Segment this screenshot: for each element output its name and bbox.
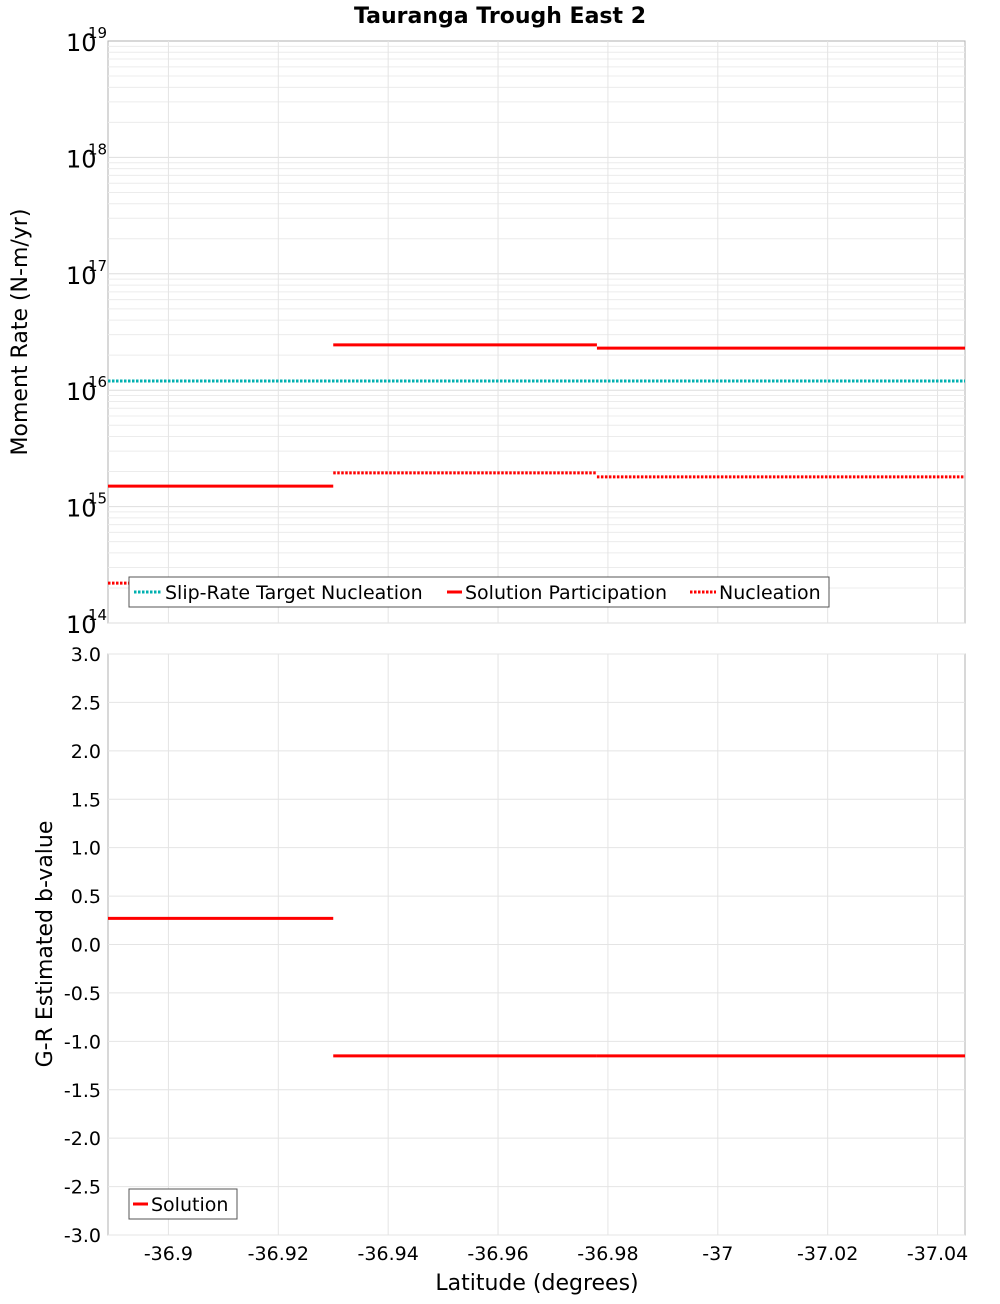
panel1-y-tick-exponent: 15 — [88, 490, 107, 508]
x-tick-label: -37.02 — [797, 1243, 858, 1265]
panel1-y-tick-exponent: 14 — [88, 606, 107, 624]
panel2-legend: Solution — [128, 1188, 238, 1220]
panel2-grid — [108, 653, 965, 1236]
panel2-y-tick-label: 3.0 — [71, 644, 101, 666]
panel2-y-tick-label: 0.0 — [71, 935, 101, 957]
x-axis-label: Latitude (degrees) — [435, 1271, 638, 1296]
panel1-y-tick-label: 10 — [66, 378, 97, 406]
x-tick-label: -36.98 — [577, 1243, 638, 1265]
panel2-y-axis-label: G-R Estimated b-value — [33, 821, 58, 1068]
panel1-y-tick-exponent: 17 — [88, 257, 107, 275]
panel2-y-tick-label: -0.5 — [64, 983, 101, 1005]
panel2-y-tick-label: -1.5 — [64, 1080, 101, 1102]
panel2-y-tick-label: 1.0 — [71, 838, 101, 860]
x-tick-label: -37 — [702, 1243, 733, 1265]
chart-title: Tauranga Trough East 2 — [354, 4, 646, 29]
panel1-y-tick-label: 10 — [66, 611, 97, 639]
panel2-y-tick-label: -2.5 — [64, 1177, 101, 1199]
x-tick-label: -37.04 — [907, 1243, 968, 1265]
panel1-legend: Slip-Rate Target Nucleation Solution Par… — [128, 576, 830, 608]
panel2-y-tick-label: -3.0 — [64, 1225, 101, 1247]
legend-label-slip-rate-target: Slip-Rate Target Nucleation — [165, 582, 423, 604]
panel1-y-tick-exponent: 19 — [88, 24, 107, 42]
panel1-grid — [108, 41, 965, 624]
x-tick-label: -36.9 — [144, 1243, 193, 1265]
panel1-y-tick-exponent: 16 — [88, 373, 107, 391]
panel1-y-tick-label: 10 — [66, 145, 97, 173]
panel1-y-tick-label: 10 — [66, 262, 97, 290]
panel2-y-tick-label: 1.5 — [71, 789, 101, 811]
panel2-y-tick-label: -1.0 — [64, 1031, 101, 1053]
panel2-y-tick-label: -2.0 — [64, 1128, 101, 1150]
panel1-y-tick-exponent: 18 — [88, 140, 107, 158]
panel1-frame — [107, 40, 966, 624]
panel1-y-axis-label: Moment Rate (N-m/yr) — [8, 209, 33, 456]
panel2-x-ticks: -36.9 -36.92 -36.94 -36.96 -36.98 -37 -37.02 -3… — [144, 1243, 968, 1265]
legend-label-solution: Solution — [151, 1194, 228, 1216]
legend-label-nucleation: Nucleation — [719, 582, 821, 604]
x-tick-label: -36.94 — [358, 1243, 419, 1265]
panel1-y-tick-label: 10 — [66, 495, 97, 523]
panel1-y-tick-label: 10 — [66, 29, 97, 57]
legend-label-solution-participation: Solution Participation — [465, 582, 667, 604]
panel2-y-tick-label: 0.5 — [71, 886, 101, 908]
x-tick-label: -36.96 — [467, 1243, 528, 1265]
panel2-series — [108, 916, 965, 1058]
panel2-y-tick-label: 2.0 — [71, 741, 101, 763]
panel2-y-tick-label: 2.5 — [71, 692, 101, 714]
panel2-y-ticks: 3.0 2.5 2.0 1.5 1.0 0.5 0.0 -0.5 -1.0 -1.5 -2.0 -2.… — [64, 644, 101, 1247]
x-tick-label: -36.92 — [248, 1243, 309, 1265]
